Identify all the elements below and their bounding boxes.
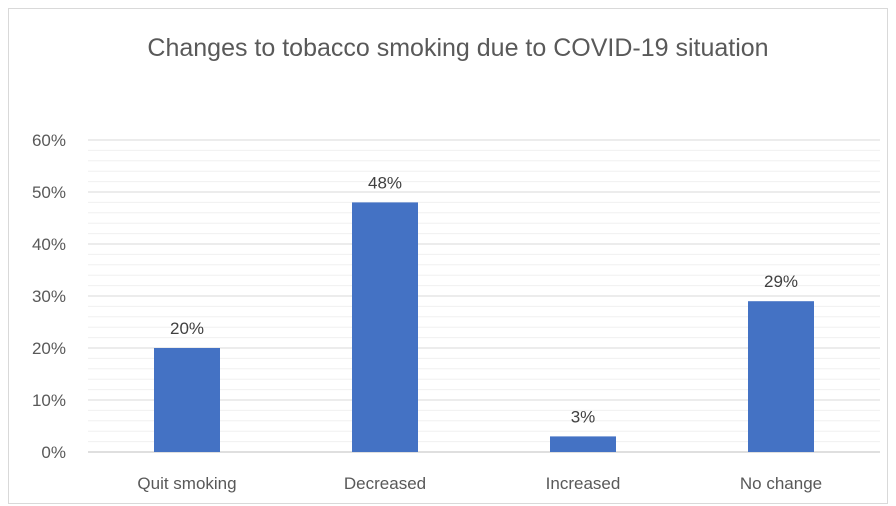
- y-tick-label: 60%: [32, 131, 66, 150]
- data-label: 29%: [764, 272, 798, 291]
- x-tick-label: Increased: [546, 474, 621, 493]
- data-label: 20%: [170, 319, 204, 338]
- data-label: 48%: [368, 173, 402, 192]
- y-tick-label: 30%: [32, 287, 66, 306]
- bar: [154, 348, 220, 452]
- y-tick-label: 20%: [32, 339, 66, 358]
- y-tick-label: 0%: [41, 443, 66, 462]
- bar: [352, 202, 418, 452]
- bar: [550, 436, 616, 452]
- y-tick-label: 10%: [32, 391, 66, 410]
- y-tick-label: 50%: [32, 183, 66, 202]
- chart-title: Changes to tobacco smoking due to COVID-…: [147, 34, 769, 62]
- y-tick-label: 40%: [32, 235, 66, 254]
- x-tick-label: Quit smoking: [137, 474, 236, 493]
- x-tick-label: Decreased: [344, 474, 426, 493]
- data-label: 3%: [571, 407, 596, 426]
- x-tick-label: No change: [740, 474, 822, 493]
- bar: [748, 301, 814, 452]
